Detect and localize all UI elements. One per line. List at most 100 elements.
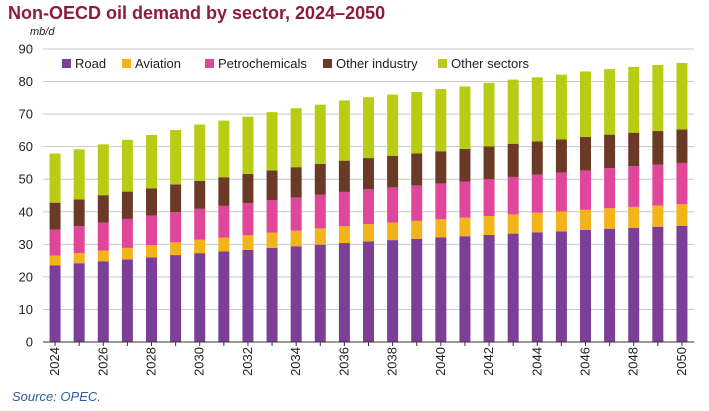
bar-other-sectors-2027 <box>121 139 133 192</box>
bar-petrochemicals-2034 <box>290 197 302 231</box>
chart-title: Non-OECD oil demand by sector, 2024–2050 <box>8 3 386 23</box>
bar-petrochemicals-2039 <box>411 185 423 221</box>
bar-road-2039 <box>411 238 423 342</box>
bar-other-industry-2041 <box>459 148 471 182</box>
bar-other-industry-2046 <box>580 136 591 171</box>
bar-aviation-2030 <box>194 239 206 254</box>
bar-other-sectors-2047 <box>604 69 616 135</box>
bar-other-industry-2038 <box>387 155 399 188</box>
bar-other-industry-2044 <box>531 141 543 175</box>
bar-road-2030 <box>194 253 206 342</box>
bar-aviation-2043 <box>507 214 519 234</box>
bar-road-2047 <box>604 228 616 342</box>
bar-other-sectors-2032 <box>242 116 254 175</box>
y-tick-label: 40 <box>19 204 33 219</box>
bar-other-industry-2040 <box>435 151 447 184</box>
y-tick-label: 60 <box>19 139 33 154</box>
bar-petrochemicals-2026 <box>97 222 109 251</box>
bar-other-sectors-2049 <box>652 64 664 132</box>
y-tick-label: 10 <box>19 302 33 317</box>
bar-aviation-2033 <box>266 232 278 248</box>
bar-petrochemicals-2044 <box>531 174 543 213</box>
x-tick-label: 2038 <box>385 347 400 376</box>
y-tick-label: 0 <box>26 335 33 350</box>
bar-petrochemicals-2035 <box>314 194 326 229</box>
y-tick-label: 70 <box>19 107 33 122</box>
bar-aviation-2028 <box>146 245 157 258</box>
bar-aviation-2047 <box>604 208 616 229</box>
x-tick-label: 2050 <box>674 347 689 376</box>
legend-swatch <box>323 59 332 68</box>
y-axis-unit-label: mb/d <box>30 26 55 38</box>
bar-road-2031 <box>218 251 230 342</box>
bar-aviation-2040 <box>435 219 447 238</box>
bar-other-industry-2039 <box>411 153 423 186</box>
bar-other-industry-2047 <box>604 134 616 169</box>
bar-road-2050 <box>676 225 688 342</box>
bar-petrochemicals-2048 <box>628 166 640 207</box>
bar-road-2026 <box>97 261 109 342</box>
bar-aviation-2035 <box>314 228 326 245</box>
bar-road-2045 <box>555 231 567 342</box>
legend-label: Aviation <box>135 56 181 71</box>
bar-road-2033 <box>266 247 278 342</box>
legend-swatch <box>62 59 71 68</box>
legend-label: Road <box>75 56 106 71</box>
bar-road-2037 <box>363 241 374 342</box>
bar-petrochemicals-2040 <box>435 183 447 220</box>
bar-other-sectors-2024 <box>49 153 61 203</box>
bar-petrochemicals-2047 <box>604 168 616 209</box>
bar-petrochemicals-2033 <box>266 200 278 233</box>
bar-other-sectors-2030 <box>194 124 206 181</box>
bar-other-sectors-2034 <box>290 108 302 168</box>
x-tick-label: 2036 <box>336 347 351 376</box>
bar-aviation-2041 <box>459 217 471 237</box>
bar-road-2035 <box>314 244 326 342</box>
bar-aviation-2024 <box>49 255 61 266</box>
bar-other-sectors-2044 <box>531 77 543 142</box>
bar-other-sectors-2026 <box>97 144 109 196</box>
bar-other-sectors-2036 <box>338 100 350 161</box>
bar-petrochemicals-2032 <box>242 202 254 236</box>
bar-other-sectors-2043 <box>507 79 519 144</box>
bar-road-2024 <box>49 265 61 342</box>
x-tick-label: 2042 <box>481 347 496 376</box>
bar-other-sectors-2039 <box>411 91 423 154</box>
x-tick-label: 2026 <box>95 347 110 376</box>
bar-other-sectors-2028 <box>146 134 157 189</box>
bar-aviation-2036 <box>338 226 350 244</box>
bar-petrochemicals-2024 <box>49 229 61 256</box>
bar-petrochemicals-2030 <box>194 208 206 240</box>
bar-other-sectors-2042 <box>483 82 495 147</box>
legend-label: Petrochemicals <box>218 56 307 71</box>
bar-petrochemicals-2038 <box>387 187 399 223</box>
x-tick-label: 2032 <box>240 347 255 376</box>
x-tick-label: 2034 <box>288 347 303 376</box>
bar-other-industry-2024 <box>49 202 61 230</box>
bar-aviation-2032 <box>242 235 254 250</box>
bar-petrochemicals-2036 <box>338 191 350 227</box>
bar-other-sectors-2038 <box>387 94 399 156</box>
bar-aviation-2031 <box>218 237 230 252</box>
bar-road-2034 <box>290 246 302 342</box>
bar-other-industry-2031 <box>218 177 230 206</box>
legend-label: Other sectors <box>451 56 530 71</box>
bar-road-2025 <box>73 263 85 342</box>
bar-petrochemicals-2029 <box>170 212 182 243</box>
bar-other-industry-2025 <box>73 199 85 227</box>
bar-petrochemicals-2046 <box>580 170 591 210</box>
bar-petrochemicals-2042 <box>483 179 495 217</box>
bar-other-industry-2049 <box>652 131 664 165</box>
bar-aviation-2029 <box>170 242 182 256</box>
bar-other-sectors-2048 <box>628 66 640 133</box>
bar-road-2044 <box>531 232 543 342</box>
bar-road-2048 <box>628 227 640 342</box>
bar-road-2043 <box>507 233 519 342</box>
bar-other-industry-2034 <box>290 167 302 198</box>
bar-aviation-2050 <box>676 204 688 226</box>
y-tick-label: 50 <box>19 172 33 187</box>
bar-other-sectors-2050 <box>676 62 688 130</box>
bar-petrochemicals-2028 <box>146 215 157 246</box>
x-tick-label: 2048 <box>626 347 641 376</box>
bar-other-sectors-2035 <box>314 104 326 164</box>
